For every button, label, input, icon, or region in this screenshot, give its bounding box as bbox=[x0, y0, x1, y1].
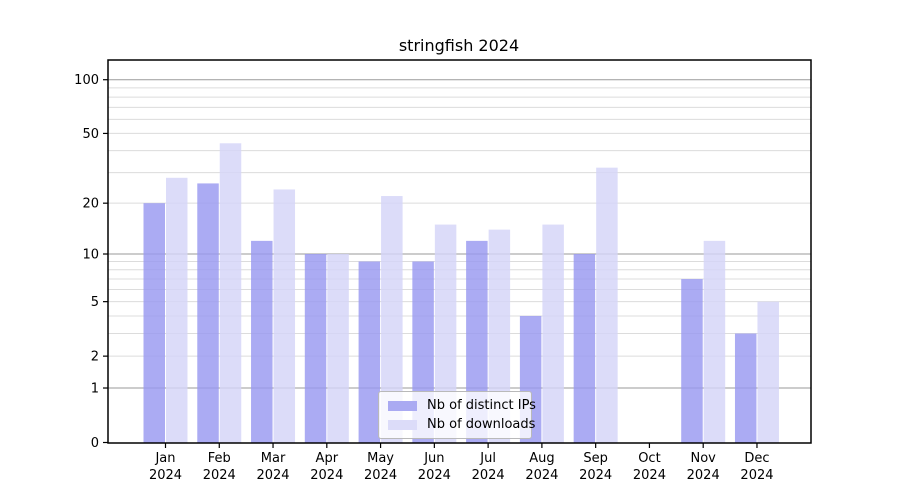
x-tick-label: Feb 2024 bbox=[203, 451, 236, 483]
bar-downloads-nov-2024 bbox=[703, 240, 726, 443]
bar-distinct-ips-nov-2024 bbox=[681, 279, 703, 443]
x-tick-label: Mar 2024 bbox=[256, 451, 289, 483]
bar-downloads-may-2024 bbox=[381, 196, 403, 443]
bar-distinct-ips-sep-2024 bbox=[573, 254, 596, 443]
x-tick-label: Oct 2024 bbox=[633, 451, 666, 483]
bar-downloads-feb-2024 bbox=[219, 143, 242, 443]
bar-distinct-ips-apr-2024 bbox=[304, 254, 327, 443]
bar-distinct-ips-dec-2024 bbox=[734, 333, 757, 443]
x-tick-label: Apr 2024 bbox=[310, 451, 343, 483]
x-tick-label: May 2024 bbox=[364, 451, 397, 483]
tick-labels: 0 1 2 5 10 20 50 100 Jan 2024 Feb 2024 Mar 2024 Apr 202… bbox=[74, 73, 773, 483]
y-tick-label: 50 bbox=[82, 127, 99, 142]
chart-title: stringfish 2024 bbox=[399, 36, 519, 55]
legend-label: Nb of distinct IPs bbox=[427, 398, 536, 413]
bar-downloads-jan-2024 bbox=[166, 177, 188, 443]
y-tick-label: 5 bbox=[91, 295, 99, 310]
x-tick-label: Dec 2024 bbox=[740, 451, 773, 483]
bar-downloads-sep-2024 bbox=[596, 167, 618, 443]
x-tick-label: Nov 2024 bbox=[687, 451, 720, 483]
x-tick-label: Jul 2024 bbox=[472, 451, 505, 483]
axes bbox=[107, 59, 812, 444]
bar-distinct-ips-jan-2024 bbox=[143, 203, 165, 443]
plot-frame bbox=[107, 59, 812, 444]
y-tick-label: 20 bbox=[82, 197, 99, 212]
y-tick-label: 0 bbox=[91, 436, 99, 451]
y-tick-label: 100 bbox=[74, 73, 99, 88]
gridlines bbox=[108, 79, 811, 389]
bar-distinct-ips-mar-2024 bbox=[251, 240, 273, 443]
legend-swatch-distinct-ips bbox=[388, 400, 417, 411]
bar-downloads-jul-2024 bbox=[488, 229, 511, 443]
legend-label: Nb of downloads bbox=[427, 417, 536, 432]
bar-downloads-apr-2024 bbox=[327, 254, 349, 443]
bar-downloads-aug-2024 bbox=[542, 224, 564, 443]
y-tick-label: 10 bbox=[82, 248, 99, 263]
bar-distinct-ips-feb-2024 bbox=[197, 183, 219, 443]
legend: Nb of distinct IPs Nb of downloads bbox=[378, 391, 536, 439]
bar-downloads-jun-2024 bbox=[434, 224, 457, 443]
x-tick-label: Sep 2024 bbox=[579, 451, 612, 483]
x-tick-label: Jan 2024 bbox=[149, 451, 182, 483]
y-tick-label: 2 bbox=[91, 350, 99, 365]
bars bbox=[143, 143, 779, 443]
legend-item: Nb of distinct IPs bbox=[388, 398, 536, 413]
bar-downloads-mar-2024 bbox=[273, 189, 296, 443]
x-tick-label: Jun 2024 bbox=[418, 451, 451, 483]
x-tick-label: Aug 2024 bbox=[525, 451, 558, 483]
bar-distinct-ips-may-2024 bbox=[358, 261, 381, 443]
bar-downloads-dec-2024 bbox=[757, 301, 779, 443]
legend-swatch-downloads bbox=[388, 419, 417, 430]
legend-item: Nb of downloads bbox=[388, 417, 535, 432]
y-tick-label: 1 bbox=[91, 382, 99, 397]
